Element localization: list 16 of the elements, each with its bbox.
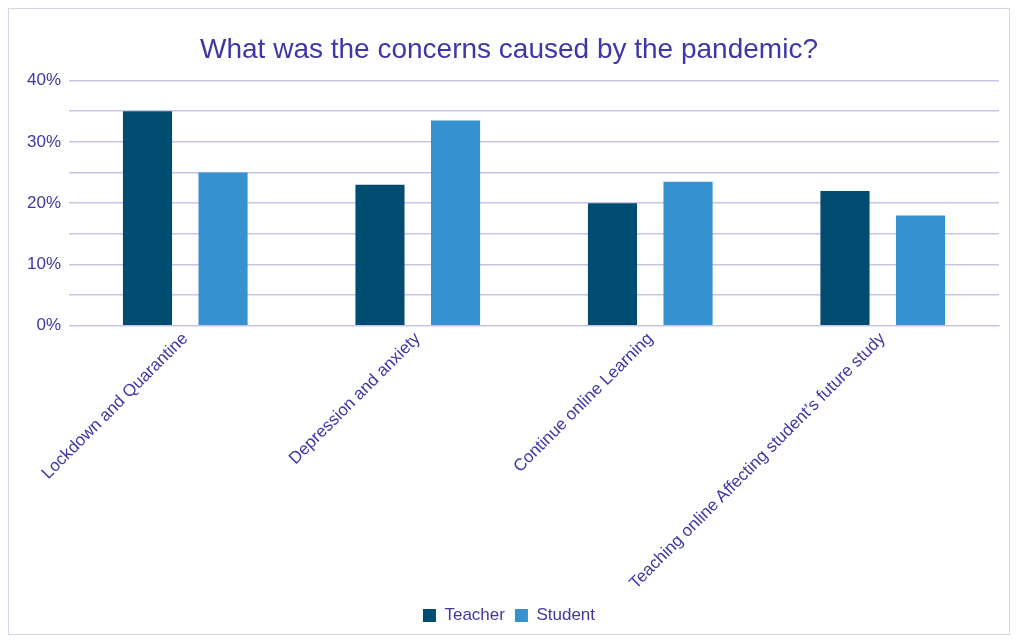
bar [198,172,248,325]
bar [895,215,946,325]
y-tick-label: 40% [26,70,62,90]
legend-label: Student [536,605,596,625]
y-tick-label: 0% [36,315,62,335]
bar [820,190,870,325]
bar [587,203,638,325]
legend-label: Teacher [444,605,506,625]
chart-title: What was the concerns caused by the pandemic? [200,32,818,64]
y-tick-label: 10% [26,254,62,274]
y-tick-label: 20% [26,192,62,212]
bar [355,184,405,325]
y-tick-label: 30% [26,131,62,151]
bar [122,111,173,325]
bar [663,181,713,325]
bar [430,120,481,325]
